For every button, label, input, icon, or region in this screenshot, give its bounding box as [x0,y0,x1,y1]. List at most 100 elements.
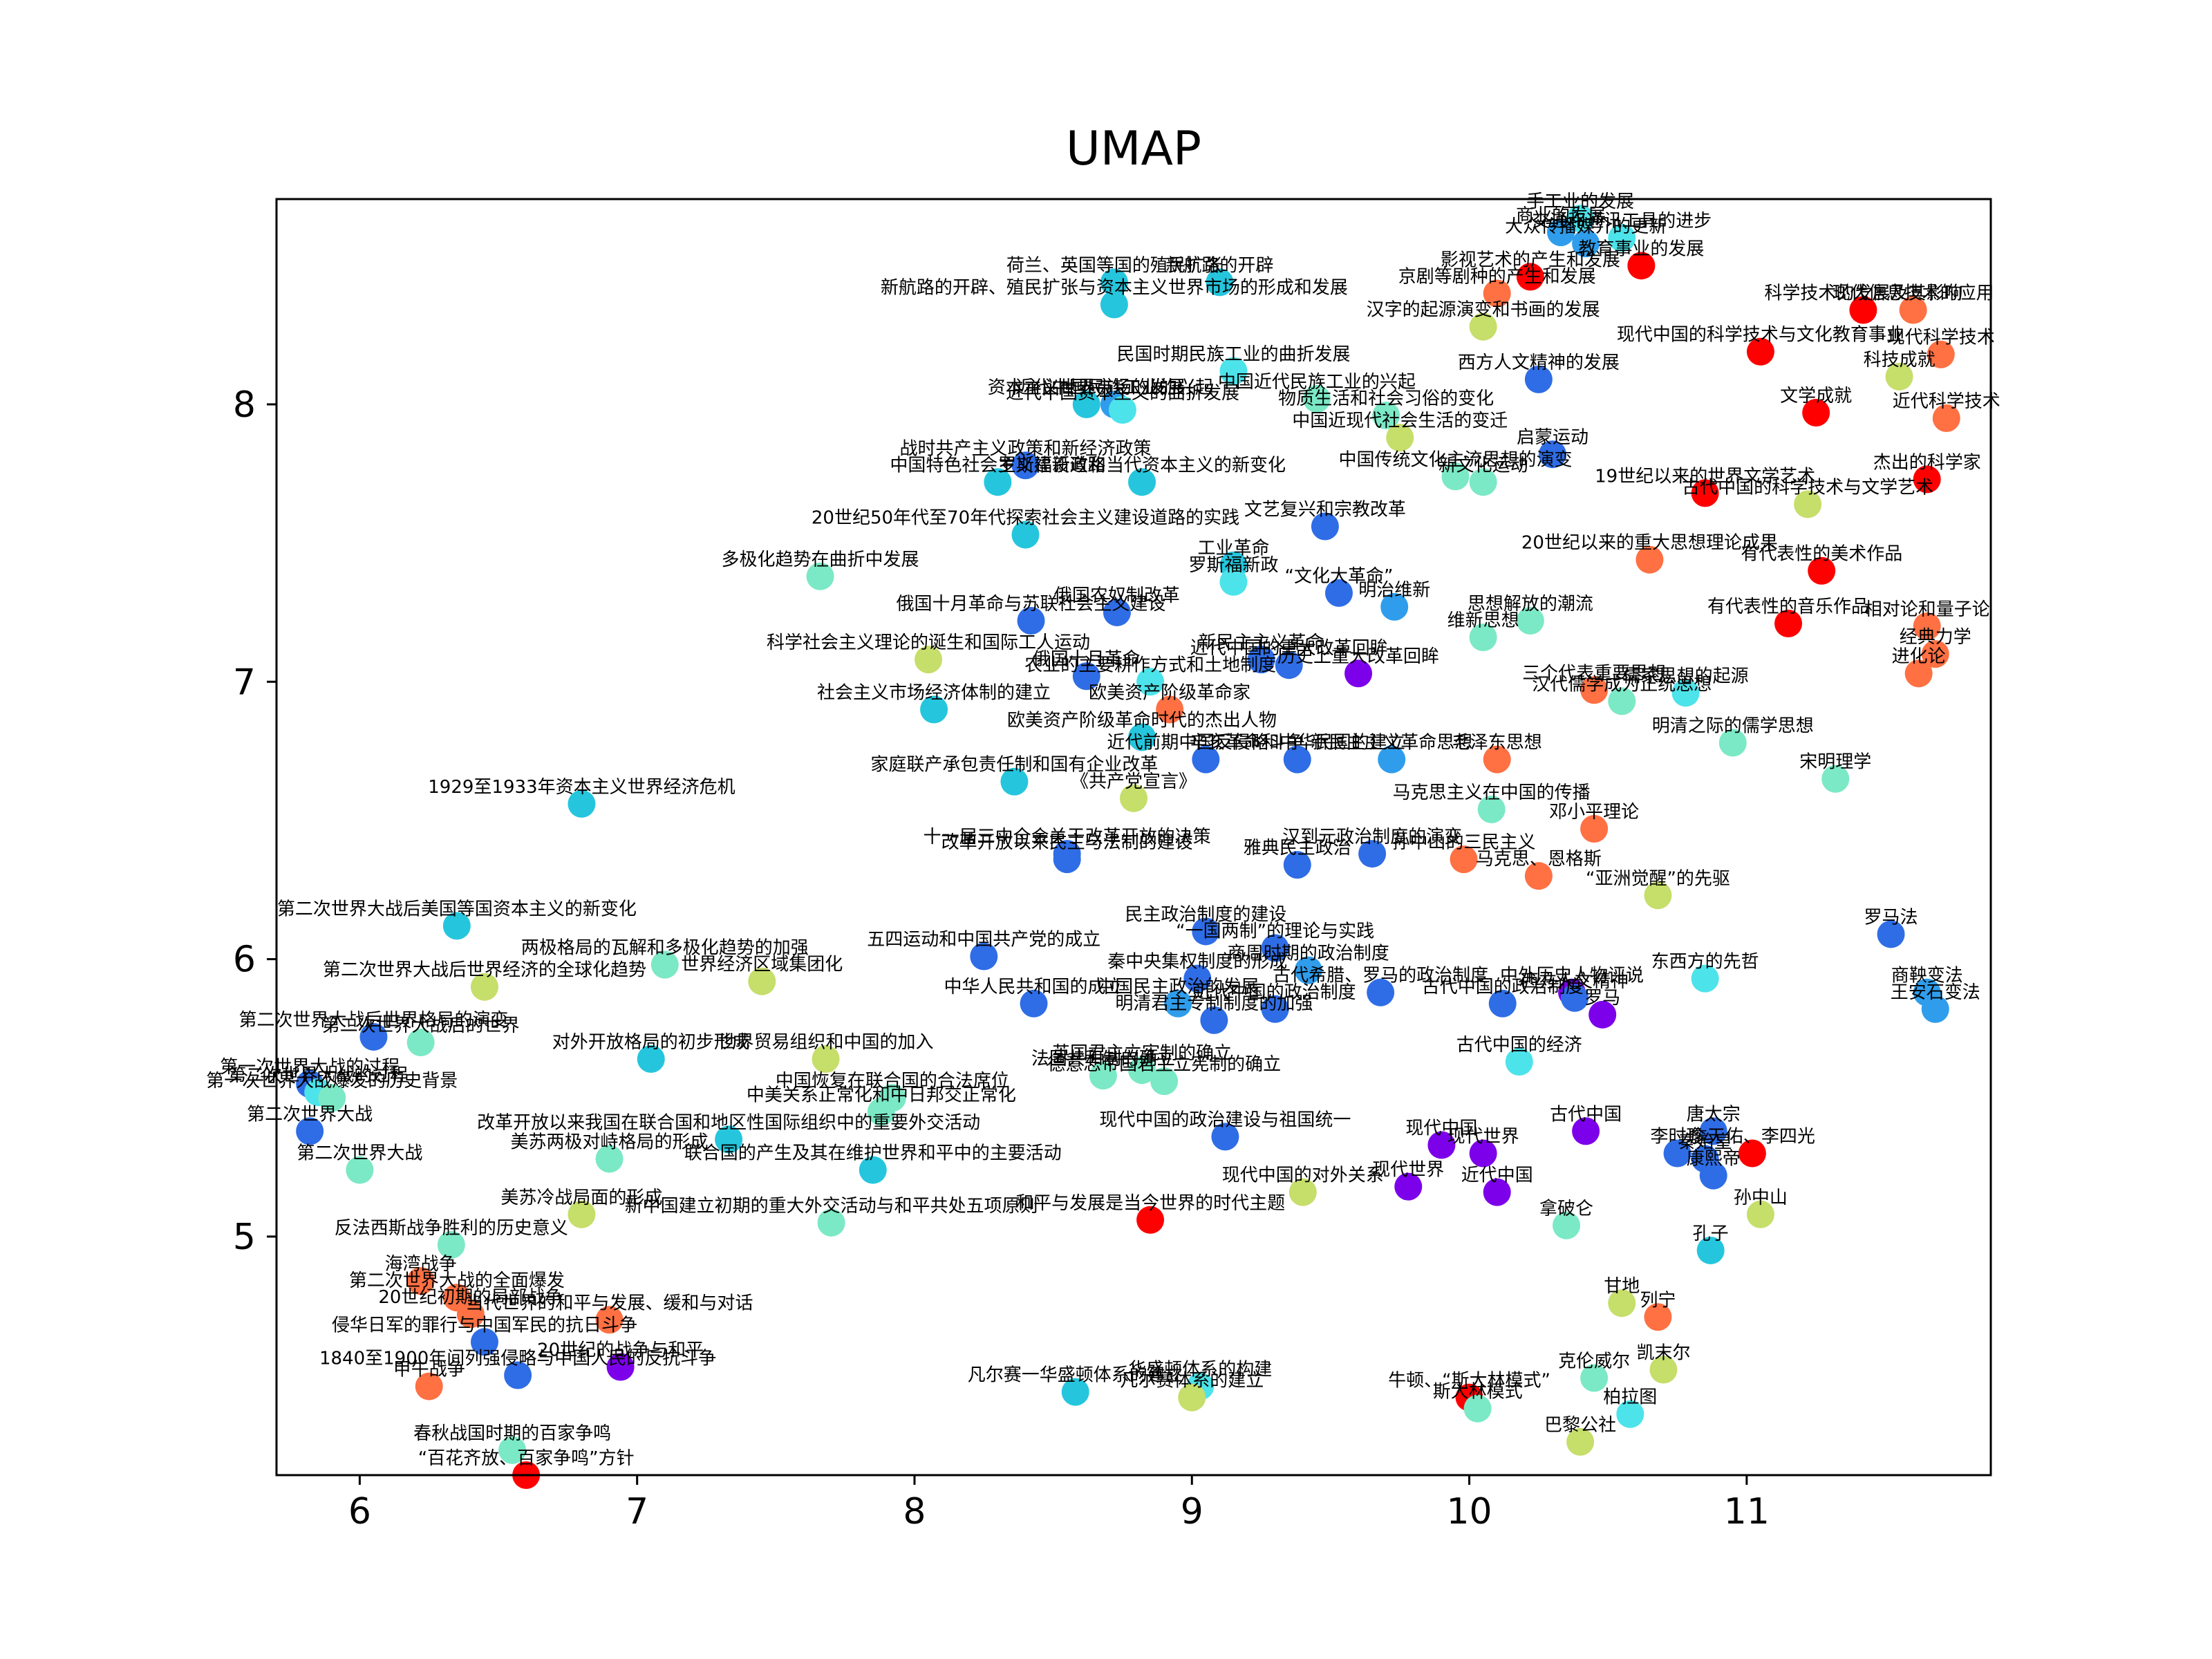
scatter-point [1128,1056,1156,1085]
point-label: 第二次世界大战的全面爆发 [349,1271,565,1291]
point-label: 多极化趋势在曲折中发展 [722,550,919,570]
point-label: 华盛顿体系的构建 [1128,1360,1272,1380]
scatter-point [859,1156,887,1184]
scatter-point [1108,395,1136,424]
point-label: 拿破仑 [1539,1199,1593,1219]
scatter-point [1899,296,1927,324]
point-label: 物质生活和社会习俗的变化 [1278,388,1494,409]
point-label: 联合国的产生及其在维护世界和平中的主要活动 [684,1143,1062,1164]
point-label: 近代中国民族工业的兴起 [1015,377,1213,398]
scatter-point [1538,440,1566,469]
scatter-point [1441,462,1470,491]
scatter-point [1469,312,1497,341]
point-label: 商业的发展 [1516,205,1606,226]
scatter-point [1802,399,1830,427]
scatter-point [1927,340,1955,368]
scatter-point [1206,268,1234,297]
point-label: 两极格局的瓦解和多极化趋势的加强 [521,938,809,959]
scatter-point [346,1156,374,1184]
point-label: 近代科学技术 [1893,391,2000,412]
point-label: 社会主义市场经济体制的建立 [817,682,1051,703]
point-label: 罗马 [1584,988,1620,1009]
scatter-point [1608,224,1636,252]
scatter-point [970,942,998,971]
scatter-point [1100,268,1128,297]
point-label: “文化大革命” [1284,566,1393,587]
scatter-point [1635,545,1664,574]
scatter-point [415,1372,443,1400]
point-label: 李时珍 [1651,1126,1705,1147]
x-tick-label: 10 [1446,1491,1492,1533]
point-label: 思想解放的潮流 [1468,594,1593,615]
point-label: 京剧等剧种的产生和发展 [1398,266,1596,287]
plot-area-frame [275,198,1992,1477]
point-label: 孙中山 [1734,1188,1788,1208]
scatter-point [1516,606,1544,635]
scatter-point [1580,1364,1609,1392]
scatter-point [1103,598,1131,626]
scatter-point [1378,745,1406,774]
scatter-point [568,1200,596,1228]
point-label: 古代中国的经济 [1456,1035,1582,1056]
scatter-point [1746,1200,1774,1228]
scatter-point [296,1117,324,1145]
point-label: 改革开放以来我国在联合国和地区性国际组织中的重要外交活动 [477,1112,980,1133]
point-label: 罗斯福新政和当代资本主义的新变化 [998,455,1286,476]
point-label: 现代科学技术 [1887,328,1995,348]
scatter-point [1691,479,1719,507]
point-label: 巴黎公社 [1544,1415,1616,1436]
point-label: 五四运动和中国共产党的成立 [867,930,1100,950]
point-label: 商周时期的政治制度 [1228,944,1389,964]
point-label: 科学技术的发展及其影响 [1764,283,1962,304]
scatter-point [748,967,776,995]
y-tick-label: 8 [233,384,256,426]
scatter-point [1794,490,1822,518]
scatter-point [1183,964,1212,993]
scatter-point [1294,956,1322,984]
point-label: “一国两制”的理论与实践 [1176,921,1374,942]
point-label: 汉代儒学成为正统思想 [1532,674,1712,695]
point-label: 世界经济区域集团化 [681,955,843,975]
point-label: 影视艺术的产生和发展 [1441,250,1620,270]
point-label: 新民主主义革命 [1199,632,1324,653]
scatter-point [1913,612,1941,641]
point-label: 新航路的开辟、殖民扩张与资本主义世界市场的形成和发展 [881,277,1348,298]
scatter-point [1386,424,1414,452]
scatter-point [1738,1139,1766,1168]
scatter-point [1136,1206,1165,1234]
scatter-point [1718,729,1747,757]
point-label: 古代希腊、罗马的政治制度 [1273,966,1488,986]
point-label: 现代中国的政治建设与祖国统一 [1099,1109,1351,1130]
point-label: 第一次世界大战的过程 [220,1057,400,1078]
scatter-point [1136,668,1165,696]
scatter-point [470,1328,498,1356]
point-label: 斯大林模式 [1433,1382,1523,1403]
scatter-point [1885,362,1913,391]
scatter-point [920,695,948,724]
scatter-point [1344,659,1373,688]
point-label: 中美关系正常化和中日邦交正常化 [747,1085,1016,1105]
scatter-point [1020,989,1048,1018]
scatter-point [1588,1000,1617,1029]
point-label: 宋明理学 [1799,752,1871,773]
point-label: 荷兰、英国等国的殖民扩张 [1006,255,1222,276]
point-label: 中国近代民族工业的兴起 [1218,372,1416,393]
scatter-point [606,1353,635,1381]
point-label: 现代信息技术的应用 [1833,283,1994,304]
scatter-point [915,646,943,674]
scatter-point [1877,920,1905,948]
scatter-point [1921,995,1949,1023]
point-label: 马克思主义在中国的传播 [1393,782,1591,803]
point-label: 德意志帝国君主立宪制的确立 [1047,1054,1281,1075]
point-label: 孙中山的三民主义 [1392,832,1536,853]
point-label: 邓小平理论 [1549,802,1639,823]
scatter-point [1913,465,1941,494]
scatter-point [1283,851,1311,879]
point-label: 美苏冷战局面的形成 [500,1188,662,1208]
point-label: 秦中央集权制度的形成 [1107,952,1287,973]
scatter-point [1580,676,1609,704]
point-label: 第二次世界大战后的世界 [322,1015,520,1036]
scatter-point [637,1045,665,1074]
scatter-point [1671,679,1700,707]
